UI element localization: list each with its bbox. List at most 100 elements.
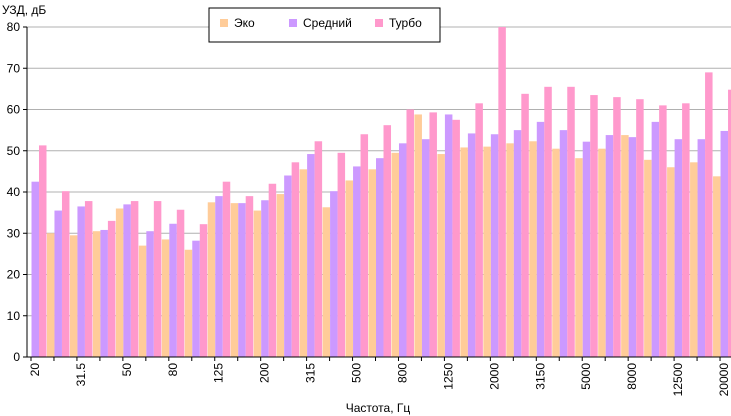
bar: [567, 86, 575, 357]
bar: [682, 103, 690, 357]
bar: [253, 210, 262, 357]
legend-swatch: [289, 19, 297, 27]
bar: [368, 169, 377, 357]
bar: [628, 137, 637, 357]
bar: [130, 201, 139, 357]
bar: [360, 134, 369, 357]
bar: [184, 249, 193, 357]
bar: [429, 112, 437, 357]
bar: [728, 89, 731, 357]
x-tick-label: 20000: [717, 363, 731, 397]
bar: [398, 143, 407, 357]
y-tick-label: 20: [7, 268, 21, 282]
legend: Эко Средний Турбо: [208, 7, 441, 43]
bar: [590, 95, 598, 357]
bar: [383, 125, 392, 357]
bar: [651, 121, 660, 357]
bar: [406, 109, 414, 357]
bar: [544, 86, 552, 357]
bar: [100, 229, 108, 357]
x-tick-label: 80: [166, 363, 180, 377]
bar: [621, 135, 629, 357]
x-tick-label: 20: [28, 363, 42, 377]
y-tick-label: 60: [7, 103, 21, 117]
bar: [690, 162, 698, 357]
bar: [536, 121, 545, 357]
bar: [107, 220, 116, 357]
bar: [713, 176, 721, 357]
bar: [605, 135, 614, 357]
bar: [644, 159, 652, 357]
bar: [230, 203, 239, 357]
bar: [161, 239, 170, 357]
bar: [307, 154, 315, 357]
bar: [559, 130, 568, 357]
x-tick-label: 3150: [533, 363, 547, 390]
y-tick-label: 10: [7, 309, 21, 323]
x-tick-label: 800: [395, 363, 409, 383]
bar: [437, 154, 445, 357]
bar: [659, 105, 667, 357]
bar: [77, 206, 85, 357]
bar: [284, 175, 292, 357]
y-axis-title: УЗД, дБ: [2, 3, 46, 17]
bar: [720, 130, 729, 357]
bar: [498, 27, 506, 357]
bar: [421, 139, 430, 357]
legend-label: Турбо: [389, 16, 422, 30]
bar: [215, 196, 223, 357]
bar: [261, 200, 269, 357]
bar: [598, 148, 606, 357]
bar: [337, 152, 346, 357]
bar: [39, 145, 47, 357]
bar: [291, 162, 300, 357]
bar: [330, 191, 338, 357]
bar: [705, 72, 713, 357]
bar: [31, 181, 39, 357]
bar: [506, 143, 514, 357]
bar: [376, 158, 384, 357]
legend-label: Средний: [303, 16, 352, 30]
bar: [84, 201, 93, 357]
x-tick-label: 315: [304, 363, 318, 383]
bar: [238, 203, 246, 357]
x-tick-label: 1250: [441, 363, 455, 390]
x-tick-label: 8000: [625, 363, 639, 390]
bar: [153, 201, 162, 357]
bar: [92, 231, 101, 357]
bar: [667, 167, 675, 357]
bar: [115, 208, 124, 357]
bar: [613, 97, 621, 357]
bar: [299, 169, 308, 357]
bar: [475, 103, 483, 357]
bar: [199, 224, 208, 357]
bar: [222, 181, 231, 357]
bar: [552, 148, 560, 357]
x-tick-label: 200: [258, 363, 272, 383]
bar: [353, 166, 361, 357]
bar: [146, 231, 154, 357]
bar: [521, 93, 529, 357]
bar: [46, 233, 55, 357]
bar: [176, 209, 185, 357]
bar: [452, 119, 460, 357]
bar: [490, 134, 499, 357]
bar: [483, 146, 491, 357]
bar: [123, 204, 131, 357]
x-tick-label: 500: [350, 363, 364, 383]
bar: [444, 114, 453, 357]
legend-swatch: [375, 19, 383, 27]
bar: [61, 191, 70, 357]
bar: [268, 183, 277, 357]
bar: [69, 235, 78, 357]
bar: [575, 158, 583, 357]
bar: [138, 245, 147, 357]
x-axis-title: Частота, Гц: [346, 401, 411, 415]
x-tick-label: 50: [120, 363, 134, 377]
bar: [513, 130, 522, 357]
bar: [460, 147, 468, 357]
legend-label: Эко: [234, 16, 255, 30]
y-tick-label: 0: [13, 350, 20, 364]
bar: [674, 139, 683, 357]
